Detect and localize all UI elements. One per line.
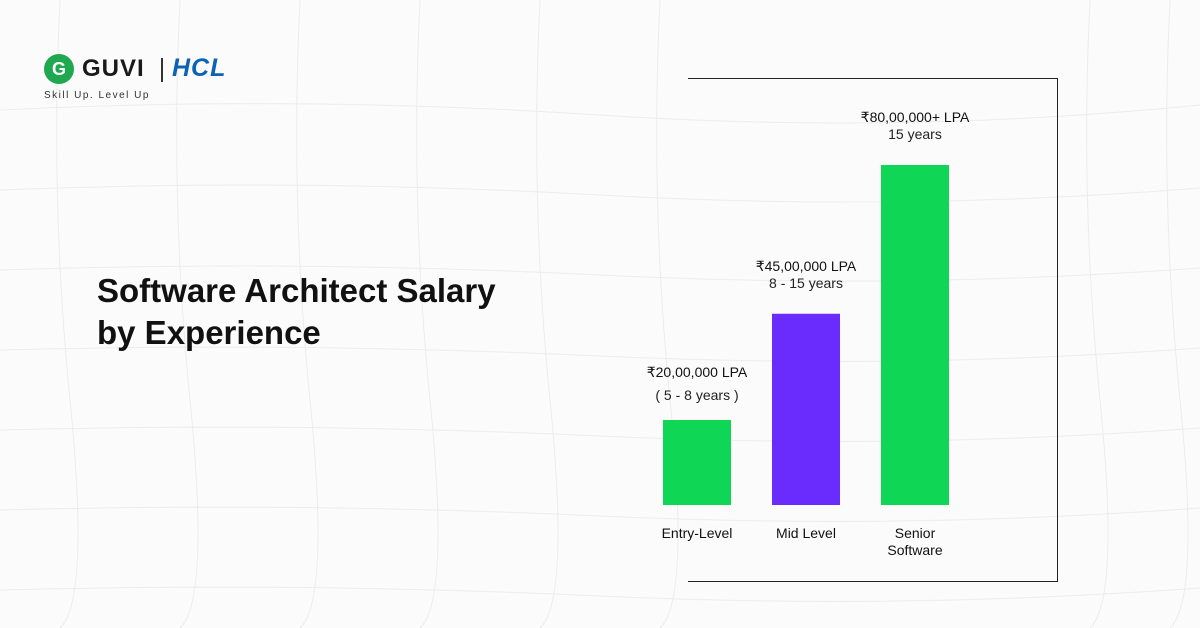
bar-experience-label-1: 8 - 15 years <box>769 274 843 291</box>
title-line-2: by Experience <box>97 314 321 351</box>
brand-logo: G GUVI HCL Skill Up. Level Up <box>44 54 304 104</box>
title-line-1: Software Architect Salary <box>97 272 496 309</box>
category-label-line: Entry-Level <box>661 525 733 541</box>
bar-value-label-2: ₹80,00,000+ LPA <box>860 109 970 125</box>
bar-value-label-0: ₹20,00,000 LPA <box>646 364 748 380</box>
bar-2 <box>881 165 949 505</box>
guvi-wordmark: GUVI <box>82 55 145 82</box>
chart-frame <box>688 78 1058 582</box>
category-label-line: Software <box>887 542 943 558</box>
category-label-line: Senior <box>894 525 936 541</box>
guvi-logo-icon: G <box>44 54 74 84</box>
category-label-2: Senior Software <box>855 525 975 559</box>
category-label-0: Entry-Level <box>637 525 757 542</box>
category-label-line: Mid Level <box>776 525 836 541</box>
bar-experience-label-0: ( 5 - 8 years ) <box>655 387 739 403</box>
bar-value-label-1: ₹45,00,000 LPA <box>755 257 857 274</box>
bar-experience-label-2: 15 years <box>888 126 942 142</box>
hcl-wordmark: HCL <box>172 54 227 82</box>
page-title: Software Architect Salary by Experience <box>97 270 577 354</box>
logo-divider <box>161 58 163 82</box>
bar-0 <box>663 420 731 505</box>
bar-1 <box>772 313 840 505</box>
category-label-1: Mid Level <box>746 525 866 542</box>
brand-tagline: Skill Up. Level Up <box>44 90 150 101</box>
